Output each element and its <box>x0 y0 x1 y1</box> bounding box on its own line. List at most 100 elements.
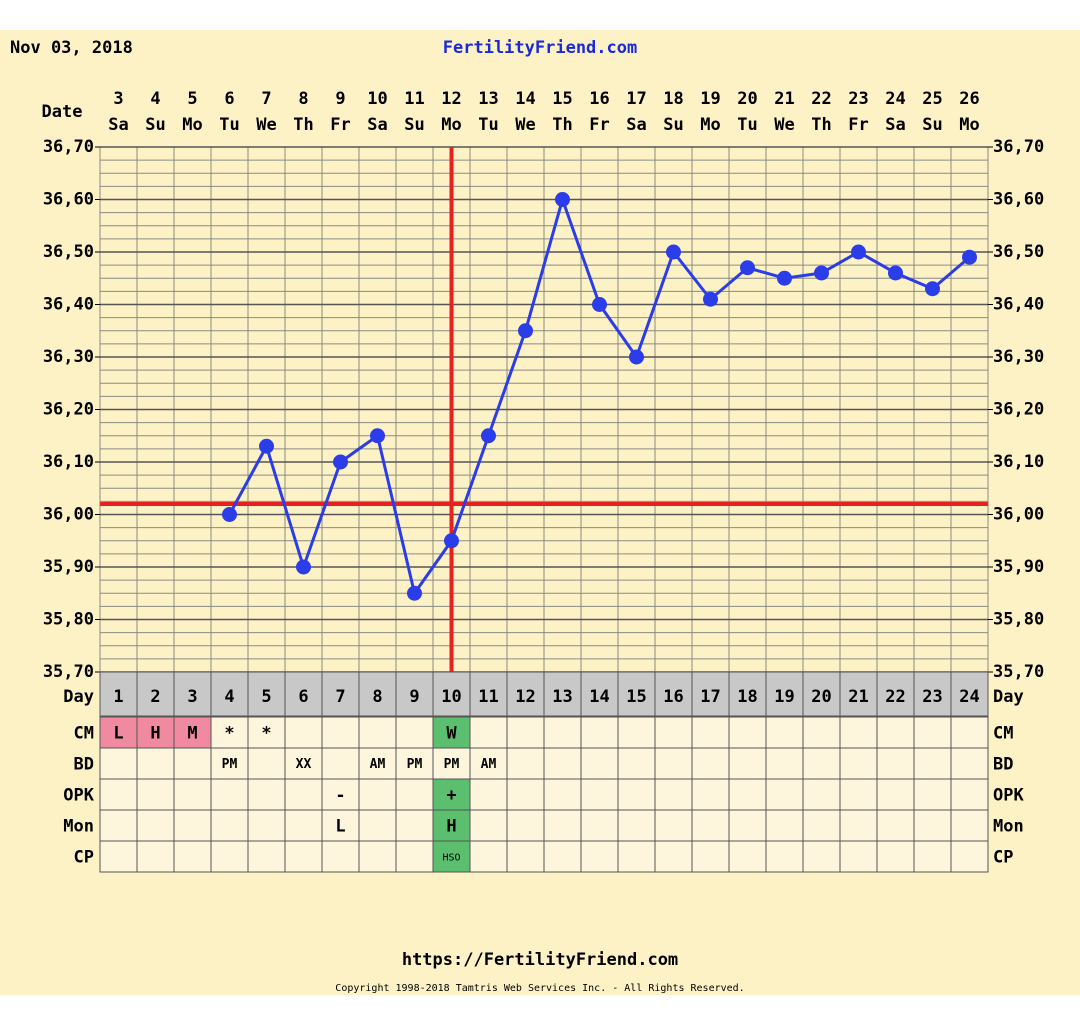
row-cell <box>654 840 693 873</box>
row-cell <box>358 716 397 749</box>
date-number: 7 <box>261 89 271 109</box>
row-cell <box>728 716 767 749</box>
temperature-point <box>814 265 829 281</box>
date-number: 15 <box>552 89 572 109</box>
row-cell <box>802 840 841 873</box>
row-label: BD <box>74 755 94 775</box>
row-label-right: BD <box>993 755 1013 775</box>
row-cell <box>728 778 767 811</box>
temperature-point <box>481 428 496 444</box>
y-tick-label-right: 36,30 <box>993 347 1044 367</box>
temperature-point <box>629 349 644 365</box>
row-cell <box>580 840 619 873</box>
day-label-right: Day <box>993 687 1024 707</box>
temperature-point <box>370 428 385 444</box>
y-tick-label: 35,80 <box>43 610 94 630</box>
day-number: 8 <box>372 687 382 707</box>
y-tick-label: 35,90 <box>43 557 94 577</box>
day-number: 11 <box>478 687 498 707</box>
day-number: 18 <box>737 687 757 707</box>
date-number: 10 <box>367 89 387 109</box>
row-cell <box>506 840 545 873</box>
row-cell <box>839 840 878 873</box>
row-cell <box>765 716 804 749</box>
date-number: 5 <box>187 89 197 109</box>
row-cell <box>654 778 693 811</box>
date-number: 8 <box>298 89 308 109</box>
row-cell <box>913 778 952 811</box>
row-cell <box>876 778 915 811</box>
row-label-right: CP <box>993 848 1013 868</box>
row-cell <box>210 809 249 842</box>
temperature-point <box>740 260 755 276</box>
weekday: We <box>515 115 535 135</box>
y-tick-label-right: 36,50 <box>993 242 1044 262</box>
row-cell <box>395 809 434 842</box>
row-cell <box>210 778 249 811</box>
cell-value: AM <box>370 757 386 772</box>
weekday: Th <box>811 115 831 135</box>
weekday: Sa <box>626 115 646 135</box>
row-cell <box>617 778 656 811</box>
row-cell <box>876 809 915 842</box>
row-cell <box>284 809 323 842</box>
row-cell <box>469 716 508 749</box>
row-cell <box>136 778 175 811</box>
date-number: 9 <box>335 89 345 109</box>
row-cell <box>99 809 138 842</box>
row-label-right: OPK <box>993 786 1024 806</box>
y-tick-label: 36,50 <box>43 242 94 262</box>
row-cell <box>876 840 915 873</box>
copyright: Copyright 1998-2018 Tamtris Web Services… <box>335 983 744 994</box>
row-cell <box>617 747 656 780</box>
day-number: 5 <box>261 687 271 707</box>
date-number: 3 <box>113 89 123 109</box>
cell-value: H <box>150 724 160 744</box>
row-cell <box>765 840 804 873</box>
weekday: We <box>774 115 794 135</box>
y-tick-label-right: 36,60 <box>993 190 1044 210</box>
date-number: 23 <box>848 89 868 109</box>
row-cell <box>543 716 582 749</box>
row-cell <box>99 747 138 780</box>
row-cell <box>691 716 730 749</box>
cell-value: - <box>335 786 345 806</box>
temperature-point <box>666 244 681 260</box>
row-cell <box>395 716 434 749</box>
temperature-point <box>555 192 570 207</box>
row-cell <box>802 778 841 811</box>
site-name: FertilityFriend.com <box>443 38 637 58</box>
row-cell <box>654 809 693 842</box>
row-cell <box>247 778 286 811</box>
day-number: 15 <box>626 687 646 707</box>
weekday: Sa <box>367 115 387 135</box>
row-cell <box>432 840 471 873</box>
cell-value: W <box>446 724 457 744</box>
row-cell <box>728 809 767 842</box>
weekday: Th <box>293 115 313 135</box>
row-cell <box>691 840 730 873</box>
day-number: 4 <box>224 687 234 707</box>
day-number: 16 <box>663 687 683 707</box>
row-label: Mon <box>63 817 94 837</box>
y-tick-label-right: 36,00 <box>993 505 1044 525</box>
day-number: 10 <box>441 687 461 707</box>
row-cell <box>950 809 989 842</box>
row-cell <box>913 809 952 842</box>
row-cell <box>358 778 397 811</box>
row-cell <box>210 716 249 749</box>
weekday: Tu <box>737 115 757 135</box>
row-cell <box>654 716 693 749</box>
row-cell <box>99 840 138 873</box>
day-number: 13 <box>552 687 572 707</box>
y-tick-label: 36,70 <box>43 137 94 157</box>
row-cell <box>247 809 286 842</box>
row-cell <box>247 716 286 749</box>
row-cell <box>395 840 434 873</box>
day-number: 3 <box>187 687 197 707</box>
row-label: CM <box>74 724 94 744</box>
day-number: 12 <box>515 687 535 707</box>
row-cell <box>506 809 545 842</box>
date-number: 6 <box>224 89 234 109</box>
temperature-point <box>703 291 718 307</box>
